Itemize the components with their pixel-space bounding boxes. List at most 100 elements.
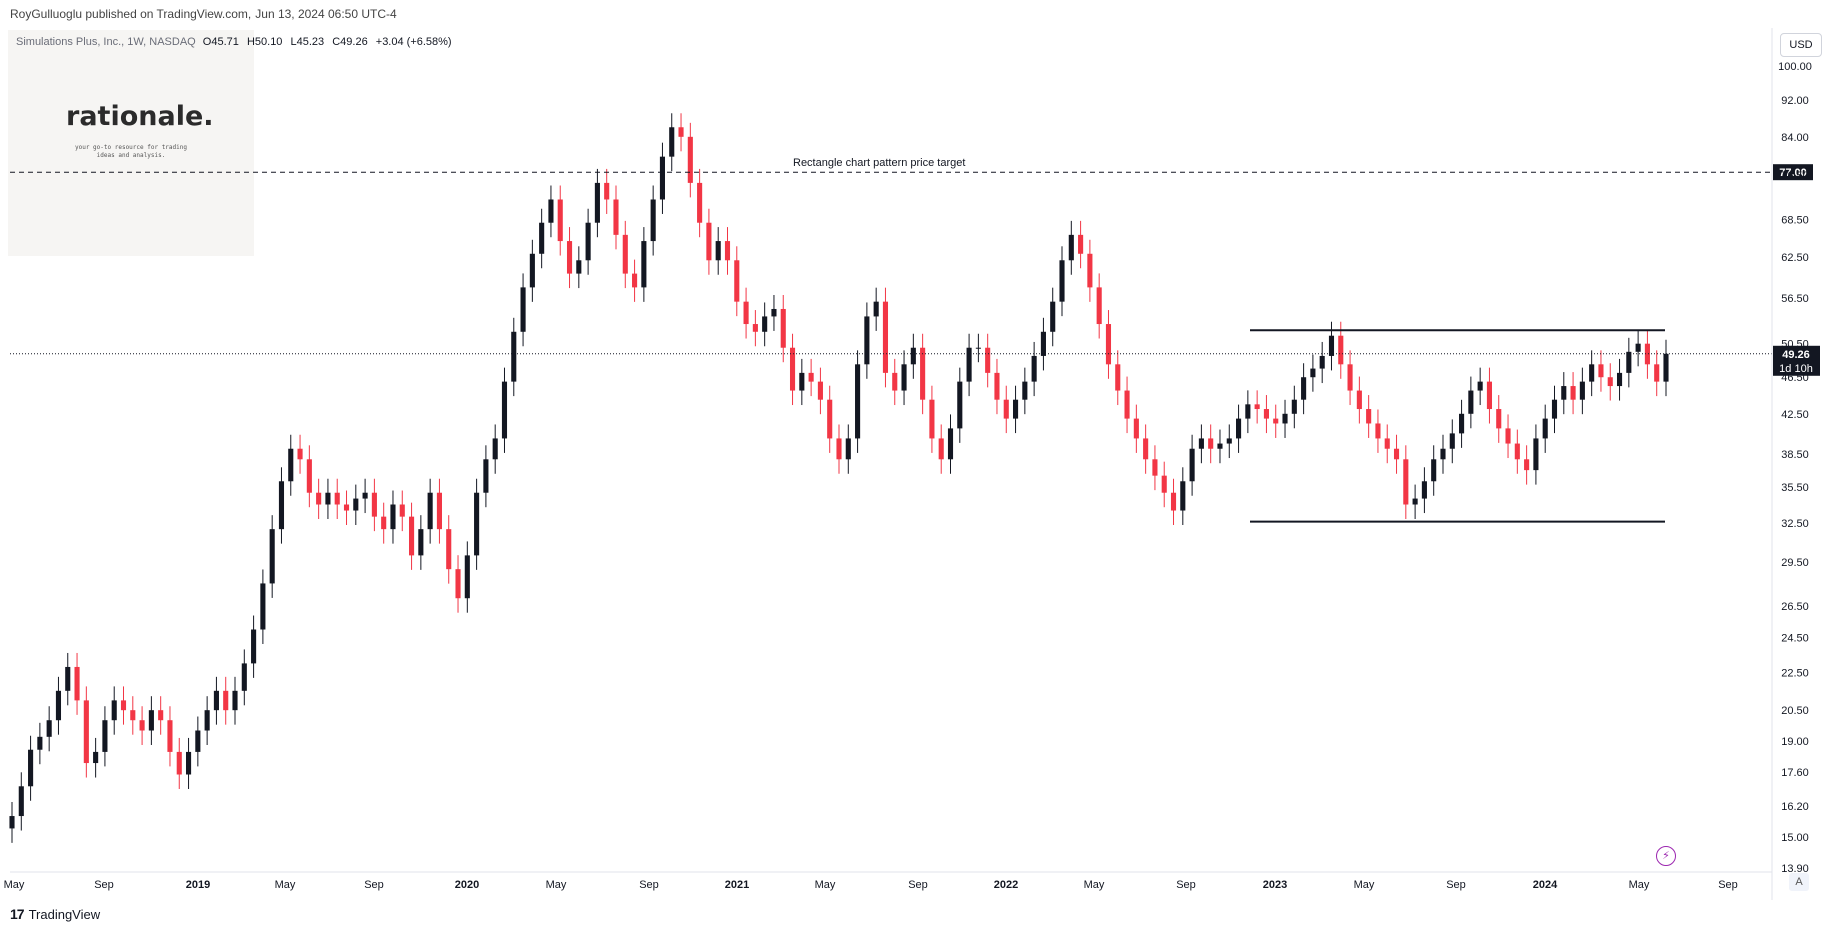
currency-button[interactable]: USD (1780, 33, 1822, 57)
time-tick-label: May (1629, 879, 1650, 891)
candle (659, 142, 666, 214)
candle (734, 246, 740, 317)
candle-body (1012, 399, 1019, 419)
candle-body (399, 504, 405, 517)
candle (882, 287, 889, 388)
candle (1440, 434, 1446, 474)
candle-body (752, 324, 758, 332)
candle (1505, 414, 1511, 459)
candle-body (1598, 364, 1604, 378)
candle-body (780, 308, 786, 348)
candle (46, 706, 52, 752)
candle (1598, 350, 1604, 392)
candle (213, 676, 219, 725)
legend-change: +3.04 (+6.58%) (376, 36, 452, 48)
candle-body (594, 182, 600, 223)
candle (93, 737, 99, 778)
price-tick-label: 76.50 (1781, 170, 1809, 182)
watermark-tagline-1: your go-to resource for trading (75, 144, 187, 151)
candle-body (1663, 353, 1669, 382)
candle-body (1468, 390, 1474, 414)
candle-body (1459, 413, 1465, 434)
candle (232, 676, 238, 725)
candle (585, 208, 591, 275)
time-tick-label: Sep (94, 879, 114, 891)
candle (1078, 220, 1084, 269)
candle (1189, 434, 1195, 496)
candle-body (827, 399, 833, 439)
candle (724, 227, 731, 275)
candle-body (65, 666, 71, 691)
candle (1263, 395, 1269, 434)
candle (1226, 424, 1232, 459)
candle-body (1551, 399, 1558, 419)
candle-body (1589, 364, 1595, 382)
candle-body (46, 720, 52, 737)
price-tick-label: 32.50 (1781, 518, 1809, 530)
candle-body (1226, 438, 1232, 444)
watermark-background (8, 30, 254, 256)
candle (706, 208, 712, 275)
rationale-watermark: rationale. your go-to resource for tradi… (8, 30, 254, 256)
candle (1635, 329, 1641, 367)
candle-body (1059, 260, 1065, 302)
time-tick-label: Sep (364, 879, 384, 891)
candle (548, 185, 554, 238)
candle-body (371, 492, 377, 517)
price-axis[interactable]: 100.00 92.00 84.00 76.50 68.50 62.50 56.50 50.5… (10, 28, 1812, 900)
candle-body (158, 710, 164, 721)
candle-body (1384, 438, 1390, 449)
price-tick-label: 15.00 (1781, 832, 1809, 844)
candle (641, 227, 647, 302)
candle-body (130, 710, 136, 721)
candle (278, 467, 285, 544)
candle-body (548, 199, 554, 223)
candle-body (1449, 433, 1455, 449)
candle (185, 737, 192, 789)
candle (1366, 395, 1372, 438)
candle-body (771, 308, 777, 317)
candle (269, 515, 275, 598)
candle (9, 802, 15, 843)
lightning-icon[interactable]: ⚡ (1656, 846, 1676, 866)
tradingview-footer[interactable]: 17 TradingView (10, 904, 100, 924)
publish-header: RoyGulluoglu published on TradingView.co… (0, 0, 1835, 28)
candle-body (511, 331, 517, 382)
candle (613, 185, 619, 250)
candle-body (678, 127, 684, 137)
candle (994, 358, 1000, 415)
candle-body (1616, 372, 1623, 387)
candle (167, 706, 173, 767)
candle (427, 478, 433, 544)
candle-body (855, 364, 861, 439)
candle (715, 227, 721, 275)
candle (762, 302, 768, 347)
candle (1561, 372, 1567, 415)
candle (1310, 354, 1316, 392)
candle (1022, 367, 1028, 415)
candle-body (985, 347, 991, 373)
price-tick-label: 50.50 (1781, 339, 1809, 351)
candle (1059, 246, 1065, 317)
candle (1607, 363, 1613, 401)
candle (678, 113, 684, 152)
candle (957, 367, 963, 443)
candle-body (1403, 459, 1409, 505)
candle (501, 367, 508, 453)
candle (158, 696, 164, 735)
candle-body (1570, 386, 1576, 400)
candle-body (529, 253, 535, 288)
auto-scale-button[interactable]: A (1789, 873, 1809, 891)
candle (1301, 363, 1307, 415)
time-tick-label: May (275, 879, 296, 891)
candle (910, 333, 916, 379)
time-axis[interactable]: May Sep 2019 May Sep 2020 May Sep 2021 May Sep 2022… (4, 879, 1738, 891)
candle (111, 686, 117, 735)
candle (455, 555, 461, 613)
candle-body (1338, 335, 1344, 365)
candle-body (353, 498, 359, 511)
candle-body (1579, 381, 1585, 400)
candle-body (297, 448, 303, 460)
target-price-label-text: 77.00 (1779, 167, 1807, 179)
